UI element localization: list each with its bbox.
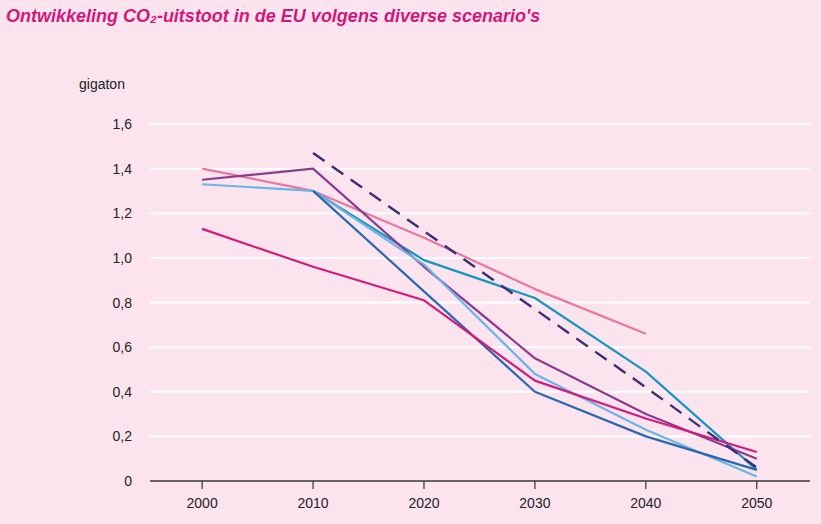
y-tick-label: 0,6: [113, 339, 133, 355]
series-line: [313, 191, 757, 470]
x-tick: [202, 481, 203, 489]
grid-line: [150, 480, 810, 482]
x-tick: [534, 481, 535, 489]
y-tick-label: 1,6: [113, 116, 133, 132]
grid-line: [150, 302, 810, 304]
y-tick-label: 1,0: [113, 250, 133, 266]
x-tick: [645, 481, 646, 489]
x-tick: [312, 481, 313, 489]
background: [0, 0, 821, 524]
y-tick-label: 0,2: [113, 428, 133, 444]
x-tick-label: 2020: [408, 495, 439, 511]
x-tick: [756, 481, 757, 489]
x-tick-label: 2010: [297, 495, 328, 511]
series-line: [313, 191, 757, 470]
x-tick: [423, 481, 424, 489]
title: Ontwikkeling CO₂-uitstoot in de EU volge…: [6, 6, 540, 26]
y-tick-label: 0: [124, 473, 132, 489]
y-tick-label: 0,4: [113, 384, 133, 400]
grid-line: [150, 123, 810, 125]
chart: Ontwikkeling CO₂-uitstoot in de EU volge…: [0, 0, 821, 524]
x-axis: [150, 480, 810, 482]
series-line: [313, 153, 757, 468]
x-tick-label: 2030: [519, 495, 550, 511]
x-tick-label: 2040: [630, 495, 661, 511]
grid-line: [150, 212, 810, 214]
series-group: [202, 153, 757, 477]
y-axis-label: gigaton: [79, 76, 125, 92]
grid-line: [150, 391, 810, 393]
x-tick-label: 2000: [187, 495, 218, 511]
grid-line: [150, 346, 810, 348]
grid-line: [150, 257, 810, 259]
series-line: [202, 229, 757, 452]
y-tick-label: 1,2: [113, 205, 133, 221]
y-tick-label: 0,8: [113, 295, 133, 311]
series-line: [202, 169, 757, 459]
series-line: [202, 184, 757, 476]
y-tick-label: 1,4: [113, 161, 133, 177]
grid-line: [150, 168, 810, 170]
x-tick-label: 2050: [741, 495, 772, 511]
